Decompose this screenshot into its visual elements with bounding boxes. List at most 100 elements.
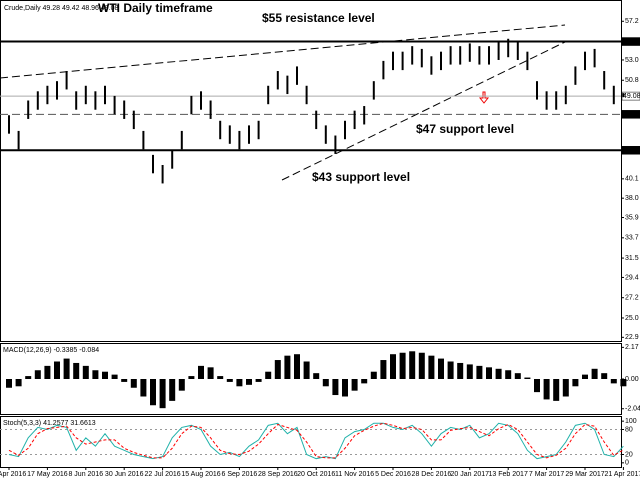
- y-tick-label: 29.4: [625, 274, 639, 281]
- stoch-line: [8, 422, 624, 460]
- level-label: 43.2: [623, 147, 637, 154]
- macd-bar: [25, 376, 32, 379]
- macd-bar: [572, 379, 579, 387]
- stoch-title: Stoch(5,3,3) 41.2577 31.6613: [3, 420, 96, 427]
- macd-bar: [169, 379, 176, 401]
- macd-bar: [447, 361, 454, 379]
- macd-bar: [284, 355, 291, 379]
- chart-subtitle: WTI Daily timeframe: [98, 1, 213, 15]
- macd-bar: [582, 374, 588, 379]
- x-tick-label: 8 Jun 2016: [68, 471, 103, 478]
- macd-bar: [409, 351, 416, 379]
- macd-bar: [303, 361, 310, 379]
- macd-bar: [457, 362, 464, 379]
- level-label: 55.0: [623, 38, 637, 45]
- down-arrow: [478, 91, 490, 104]
- macd-bar: [102, 371, 108, 379]
- macd-bar: [505, 370, 512, 379]
- macd-bar: [226, 379, 233, 382]
- level-label: 47.1: [623, 111, 637, 118]
- macd-bar: [399, 352, 406, 379]
- macd-bar: [150, 379, 156, 406]
- y-tick-label: 33.7: [625, 235, 639, 242]
- x-tick-label: 13 Feb 2017: [489, 471, 528, 478]
- macd-bar: [534, 379, 540, 393]
- y-tick-label: 2.17: [625, 344, 639, 351]
- stoch-panel: [0, 416, 622, 468]
- macd-bar: [322, 379, 329, 387]
- macd-bar: [265, 371, 272, 379]
- macd-bar: [553, 379, 560, 401]
- macd-title: MACD(12,26,9) -0.3385 -0.084: [3, 347, 99, 354]
- x-tick-label: 30 Jun 2016: [105, 471, 144, 478]
- x-tick-label: 29 Mar 2017: [565, 471, 604, 478]
- macd-bar: [274, 360, 281, 379]
- y-tick-label: 80: [625, 426, 633, 433]
- y-tick-label: 27.2: [625, 295, 639, 302]
- macd-bar: [543, 379, 550, 400]
- annotation: $55 resistance level: [262, 11, 375, 25]
- macd-bar: [351, 379, 358, 391]
- trend-line: [281, 41, 566, 181]
- x-tick-label: 20 Oct 2016: [297, 471, 335, 478]
- macd-bar: [111, 374, 118, 379]
- macd-bar: [486, 367, 492, 379]
- macd-bar: [390, 354, 396, 379]
- macd-bar: [121, 379, 128, 382]
- x-tick-label: 28 Sep 2016: [258, 471, 298, 478]
- y-tick-label: 53.0: [625, 57, 639, 64]
- macd-bar: [332, 379, 339, 396]
- x-tick-label: Apr 2016: [0, 471, 26, 478]
- level-label: 49.08: [623, 93, 640, 100]
- macd-bar: [562, 379, 569, 397]
- price-panel: [0, 0, 622, 342]
- macd-bar: [601, 373, 608, 379]
- macd-bar: [63, 358, 70, 379]
- macd-bar: [159, 379, 166, 409]
- macd-bar: [92, 370, 99, 379]
- macd-bar: [418, 352, 425, 379]
- x-tick-label: 5 Dec 2016: [375, 471, 411, 478]
- macd-bar: [54, 361, 60, 379]
- macd-bar: [438, 358, 444, 379]
- macd-bar: [178, 379, 185, 391]
- macd-bar: [246, 379, 252, 385]
- macd-bar: [524, 377, 531, 379]
- macd-bar: [591, 368, 598, 379]
- chart-header: Crude,Daily 49.28 49.42 48.96 49.08: [4, 5, 119, 12]
- y-tick-label: -2.04: [625, 406, 640, 413]
- x-tick-label: 21 Apr 2017: [605, 471, 640, 478]
- macd-bar: [466, 364, 473, 379]
- macd-bar: [140, 379, 147, 397]
- y-tick-label: 25.0: [625, 315, 639, 322]
- macd-bar: [370, 371, 377, 379]
- y-tick-label: 22.9: [625, 334, 639, 341]
- stoch-line: [8, 422, 624, 459]
- x-tick-label: 7 Mar 2017: [529, 471, 565, 478]
- macd-bar: [428, 355, 435, 379]
- macd-bar: [620, 379, 627, 387]
- level-label-box: [621, 37, 640, 46]
- x-tick-label: 17 May 2016: [27, 471, 68, 478]
- annotation: $47 support level: [416, 122, 514, 136]
- y-tick-label: 57.2: [625, 18, 639, 25]
- macd-bar: [495, 368, 502, 379]
- y-tick-label: 20: [625, 451, 633, 458]
- macd-bar: [476, 365, 483, 379]
- y-tick-label: 38.0: [625, 195, 639, 202]
- macd-bar: [342, 379, 348, 397]
- x-tick-label: 22 Jul 2016: [144, 471, 180, 478]
- x-tick-label: 15 Aug 2016: [181, 471, 220, 478]
- macd-bar: [313, 373, 320, 379]
- trend-line: [0, 24, 566, 79]
- macd-bar: [361, 379, 368, 384]
- macd-bar: [255, 379, 262, 382]
- level-label-box: [621, 146, 640, 155]
- macd-bar: [514, 373, 521, 379]
- macd-bar: [188, 376, 195, 379]
- y-tick-label: 40.1: [625, 176, 639, 183]
- annotation: $43 support level: [312, 170, 410, 184]
- level-label-box: [621, 91, 640, 101]
- y-tick-label: 0.00: [625, 376, 639, 383]
